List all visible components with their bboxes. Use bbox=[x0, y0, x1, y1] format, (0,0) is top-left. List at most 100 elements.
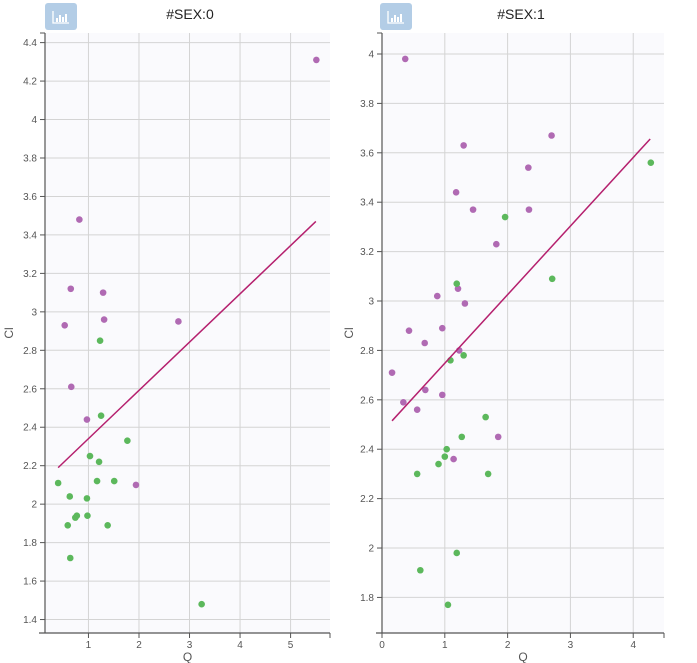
data-point-purple[interactable] bbox=[388, 369, 396, 376]
chart-type-button[interactable] bbox=[45, 3, 77, 30]
data-point-purple[interactable] bbox=[493, 240, 500, 248]
y-tick-label: 4 bbox=[31, 115, 37, 126]
y-tick-label: 3.8 bbox=[360, 99, 374, 110]
data-point-green[interactable] bbox=[64, 522, 72, 529]
data-point-green[interactable] bbox=[501, 213, 509, 221]
chart-title: #SEX:1 bbox=[497, 6, 545, 22]
data-point-purple[interactable] bbox=[100, 316, 108, 323]
data-point-green[interactable] bbox=[460, 352, 467, 359]
data-point-green[interactable] bbox=[96, 337, 104, 344]
data-point-green[interactable] bbox=[66, 493, 74, 500]
y-tick-label: 2.2 bbox=[23, 461, 37, 472]
data-point-purple[interactable] bbox=[450, 455, 457, 463]
data-point-green[interactable] bbox=[104, 522, 111, 529]
data-point-green[interactable] bbox=[86, 452, 94, 460]
x-tick-label: 4 bbox=[237, 640, 243, 651]
data-point-purple[interactable] bbox=[494, 433, 502, 441]
data-point-purple[interactable] bbox=[76, 216, 83, 223]
y-tick-label: 1.6 bbox=[23, 577, 37, 588]
chart-title: #SEX:0 bbox=[166, 6, 214, 22]
regression-line bbox=[57, 220, 317, 469]
x-axis-label: Q bbox=[183, 650, 192, 663]
y-tick-label: 1.4 bbox=[23, 615, 37, 626]
data-point-green[interactable] bbox=[124, 437, 131, 444]
bar-chart-icon bbox=[387, 10, 404, 24]
data-point-purple[interactable] bbox=[405, 327, 413, 334]
chart-type-button[interactable] bbox=[380, 3, 412, 30]
y-axis-label: Cl bbox=[2, 327, 16, 338]
data-point-purple[interactable] bbox=[548, 132, 555, 139]
data-point-purple[interactable] bbox=[438, 324, 446, 332]
data-point-purple[interactable] bbox=[67, 383, 75, 391]
data-point-green[interactable] bbox=[443, 445, 450, 453]
data-point-purple[interactable] bbox=[67, 285, 75, 293]
y-tick-label: 2.8 bbox=[360, 346, 374, 357]
data-point-green[interactable] bbox=[66, 554, 74, 562]
data-point-purple[interactable] bbox=[461, 300, 469, 307]
data-point-green[interactable] bbox=[417, 566, 424, 574]
y-tick-label: 2.8 bbox=[23, 346, 37, 357]
data-point-purple[interactable] bbox=[452, 189, 460, 196]
data-point-purple[interactable] bbox=[401, 55, 409, 63]
panel-sex-0: #SEX:0 1 2 3 4 5 1.4 1.6 1.8 2 2.2 2.4 2.6 2.8 3 3.2 3.… bbox=[0, 0, 340, 663]
y-tick-label: 2.2 bbox=[360, 494, 374, 505]
data-point-green[interactable] bbox=[548, 275, 556, 283]
data-point-green[interactable] bbox=[97, 412, 105, 419]
data-point-green[interactable] bbox=[484, 470, 492, 478]
y-tick-label: 2 bbox=[368, 544, 374, 555]
y-tick-label: 3 bbox=[368, 297, 374, 308]
data-point-green[interactable] bbox=[453, 549, 461, 557]
data-point-purple[interactable] bbox=[438, 391, 446, 399]
data-point-purple[interactable] bbox=[61, 322, 69, 329]
data-point-green[interactable] bbox=[93, 477, 101, 485]
x-tick-label: 2 bbox=[136, 640, 142, 651]
y-tick-label: 3.4 bbox=[360, 198, 374, 209]
data-point-purple[interactable] bbox=[421, 339, 429, 347]
bar-chart-icon bbox=[52, 10, 69, 24]
x-tick-label: 4 bbox=[630, 640, 636, 651]
y-tick-label: 2.4 bbox=[360, 445, 374, 456]
data-point-purple[interactable] bbox=[313, 56, 320, 64]
data-point-purple[interactable] bbox=[400, 398, 407, 406]
data-point-green[interactable] bbox=[482, 413, 489, 421]
y-tick-label: 1.8 bbox=[360, 593, 374, 604]
data-point-purple[interactable] bbox=[175, 318, 182, 325]
data-point-green[interactable] bbox=[83, 495, 91, 502]
data-point-purple[interactable] bbox=[422, 386, 429, 394]
data-point-purple[interactable] bbox=[83, 416, 91, 423]
data-point-green[interactable] bbox=[444, 601, 452, 609]
data-point-green[interactable] bbox=[84, 512, 91, 519]
data-point-green[interactable] bbox=[72, 514, 79, 521]
data-point-green[interactable] bbox=[110, 477, 118, 485]
data-point-green[interactable] bbox=[441, 453, 449, 460]
y-tick-label: 4 bbox=[368, 49, 374, 60]
y-tick-label: 3.6 bbox=[360, 148, 374, 159]
x-axis-label: Q bbox=[518, 650, 527, 663]
y-axis-label: Cl bbox=[342, 327, 356, 338]
data-point-purple[interactable] bbox=[433, 292, 441, 300]
data-point-green[interactable] bbox=[95, 458, 103, 466]
data-point-purple[interactable] bbox=[469, 206, 477, 213]
data-point-purple[interactable] bbox=[460, 142, 467, 149]
data-point-purple[interactable] bbox=[99, 289, 107, 296]
x-tick-label: 5 bbox=[288, 640, 294, 651]
data-point-green[interactable] bbox=[435, 460, 442, 468]
data-point-green[interactable] bbox=[198, 600, 205, 608]
data-point-purple[interactable] bbox=[413, 406, 421, 413]
data-point-green[interactable] bbox=[453, 280, 461, 288]
y-tick-label: 3.2 bbox=[23, 269, 37, 280]
data-point-purple[interactable] bbox=[454, 285, 462, 292]
panel-sex-1: #SEX:1 0 1 2 3 4 1.8 2 2.2 2.4 2.6 2.8 3 3.2 3.4 3.6 3.… bbox=[340, 0, 697, 663]
y-tick-label: 3.4 bbox=[23, 230, 37, 241]
y-tick-label: 1.8 bbox=[23, 538, 37, 549]
y-tick-label: 2 bbox=[31, 500, 37, 511]
scatter-plot: 1 2 3 4 5 1.4 1.6 1.8 2 2.2 2.4 2.6 2.8 3 3.2 3.4 3.6 3.8… bbox=[2, 32, 331, 663]
regression-line bbox=[391, 138, 651, 422]
data-point-purple[interactable] bbox=[525, 164, 532, 171]
data-point-green[interactable] bbox=[413, 470, 421, 478]
data-point-purple[interactable] bbox=[132, 481, 140, 489]
data-point-green[interactable] bbox=[647, 159, 655, 166]
data-point-green[interactable] bbox=[54, 479, 62, 487]
data-point-green[interactable] bbox=[458, 433, 466, 441]
data-point-purple[interactable] bbox=[525, 206, 533, 213]
